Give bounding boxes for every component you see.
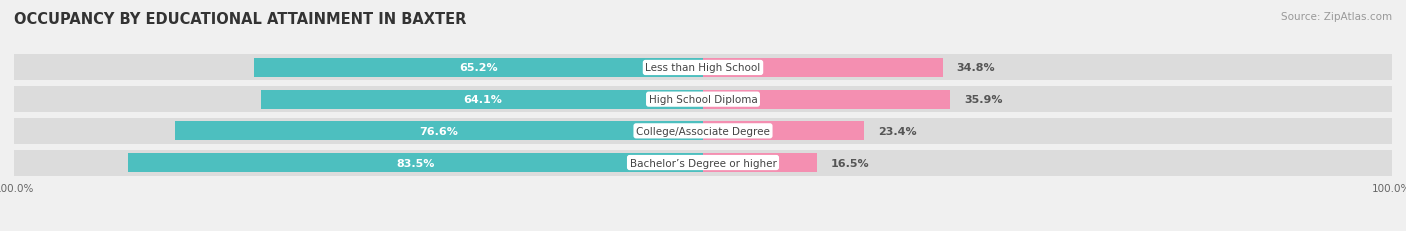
- Text: 65.2%: 65.2%: [460, 63, 498, 73]
- Text: 34.8%: 34.8%: [956, 63, 995, 73]
- Text: Bachelor’s Degree or higher: Bachelor’s Degree or higher: [630, 158, 776, 168]
- Text: 64.1%: 64.1%: [463, 95, 502, 105]
- Bar: [703, 153, 817, 172]
- Text: OCCUPANCY BY EDUCATIONAL ATTAINMENT IN BAXTER: OCCUPANCY BY EDUCATIONAL ATTAINMENT IN B…: [14, 12, 467, 27]
- Text: Less than High School: Less than High School: [645, 63, 761, 73]
- Text: 83.5%: 83.5%: [396, 158, 434, 168]
- Bar: [14, 87, 1392, 113]
- Text: High School Diploma: High School Diploma: [648, 95, 758, 105]
- Text: 16.5%: 16.5%: [831, 158, 869, 168]
- Text: College/Associate Degree: College/Associate Degree: [636, 126, 770, 136]
- Bar: [703, 59, 943, 78]
- Bar: [176, 122, 703, 141]
- Bar: [703, 122, 865, 141]
- Text: Source: ZipAtlas.com: Source: ZipAtlas.com: [1281, 12, 1392, 21]
- Text: 76.6%: 76.6%: [420, 126, 458, 136]
- Bar: [128, 153, 703, 172]
- Bar: [254, 59, 703, 78]
- Bar: [14, 55, 1392, 81]
- Bar: [14, 118, 1392, 144]
- Bar: [703, 90, 950, 109]
- Bar: [262, 90, 703, 109]
- Text: 23.4%: 23.4%: [877, 126, 917, 136]
- Text: 35.9%: 35.9%: [965, 95, 1002, 105]
- Bar: [14, 150, 1392, 176]
